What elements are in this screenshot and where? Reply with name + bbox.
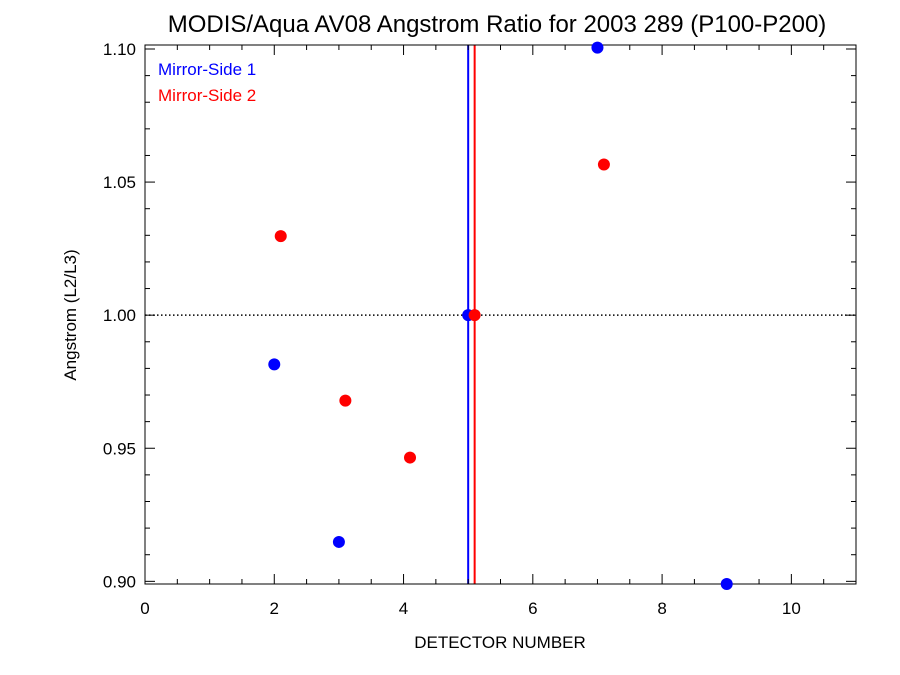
data-points <box>268 41 733 590</box>
data-point-series-2 <box>404 451 417 464</box>
data-point-series-2 <box>468 309 481 322</box>
reference-lines <box>145 45 856 584</box>
data-point-series-1 <box>720 578 733 590</box>
y-tick-label: 1.05 <box>103 173 136 192</box>
y-tick-label: 0.95 <box>103 439 136 458</box>
chart-title: MODIS/Aqua AV08 Angstrom Ratio for 2003 … <box>168 11 827 38</box>
data-point-series-2 <box>597 158 610 171</box>
y-tick-label: 1.10 <box>103 40 136 59</box>
y-tick-label: 0.90 <box>103 572 136 591</box>
data-point-series-2 <box>339 394 352 407</box>
data-point-series-1 <box>332 535 345 548</box>
axes: 0 2 4 6 8 10 0.90 0.95 1.00 1.05 1.10 <box>103 40 857 618</box>
x-tick-label: 10 <box>782 599 801 618</box>
x-tick-label: 8 <box>657 599 666 618</box>
data-point-series-1 <box>591 41 604 54</box>
data-point-series-2 <box>274 230 287 243</box>
x-tick-label: 2 <box>270 599 279 618</box>
legend-entry-mirror-side-2: Mirror-Side 2 <box>158 86 256 105</box>
y-tick-label: 1.00 <box>103 306 136 325</box>
x-tick-label: 6 <box>528 599 537 618</box>
y-axis-label: Angstrom (L2/L3) <box>61 249 80 380</box>
data-point-series-1 <box>268 358 281 371</box>
legend-entry-mirror-side-1: Mirror-Side 1 <box>158 60 256 79</box>
x-tick-label: 4 <box>399 599 408 618</box>
x-tick-label: 0 <box>140 599 149 618</box>
x-axis-label: DETECTOR NUMBER <box>414 633 586 652</box>
